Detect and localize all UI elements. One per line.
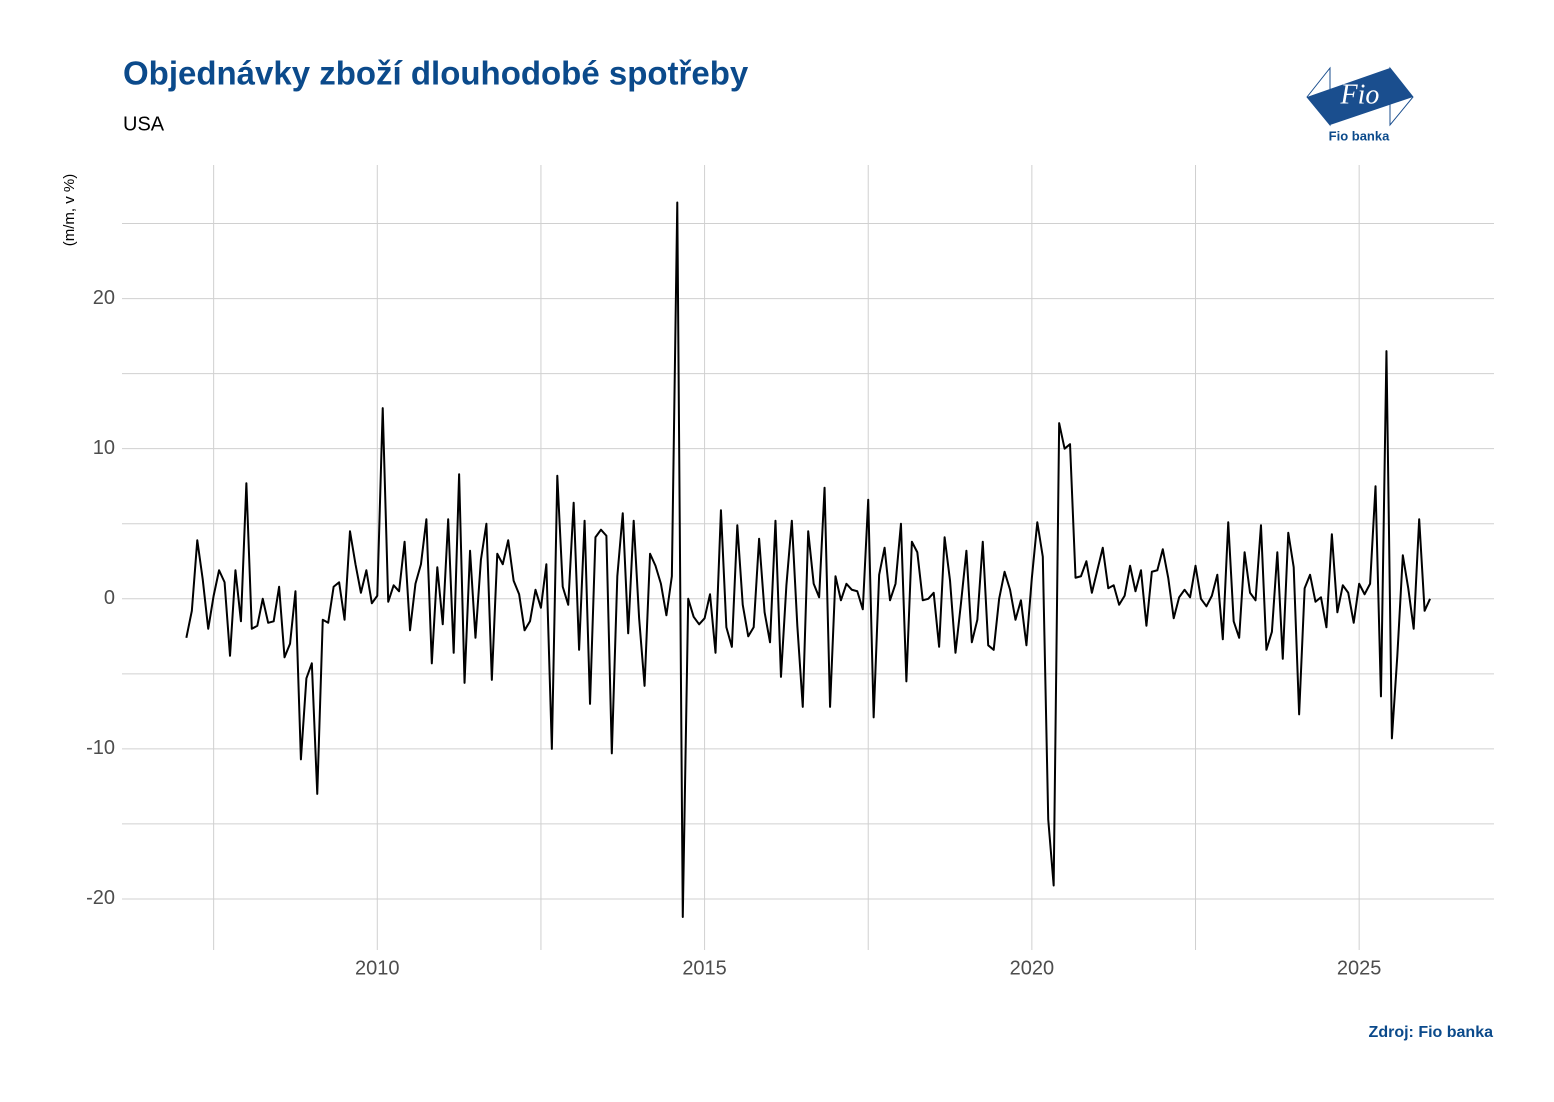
x-tick-label: 2015 [682, 957, 727, 979]
logo: Fio Fio banka [1306, 66, 1414, 143]
grid [122, 165, 1494, 950]
plot [185, 201, 1431, 918]
x-tick-label: 2010 [355, 957, 400, 979]
chart-subtitle: USA [123, 113, 165, 135]
y-tick-label: 20 [93, 287, 115, 309]
y-tick-label: -10 [86, 737, 115, 759]
x-tick-label: 2025 [1337, 957, 1382, 979]
data-line [185, 201, 1431, 918]
y-tick-label: -20 [86, 887, 115, 909]
x-tick-label: 2020 [1010, 957, 1055, 979]
chart-title: Objednávky zboží dlouhodobé spotřeby [123, 55, 749, 92]
logo-outline [1389, 66, 1414, 127]
y-tick-label: 10 [93, 437, 115, 459]
logo-text: Fio [1340, 79, 1380, 110]
y-axis-label: (m/m, v %) [61, 174, 78, 247]
logo-caption: Fio banka [1329, 128, 1390, 143]
logo-shape [1307, 68, 1413, 125]
y-tick-label: 0 [104, 587, 115, 609]
logo-outline [1306, 66, 1331, 127]
source-note: Zdroj: Fio banka [1369, 1024, 1494, 1041]
